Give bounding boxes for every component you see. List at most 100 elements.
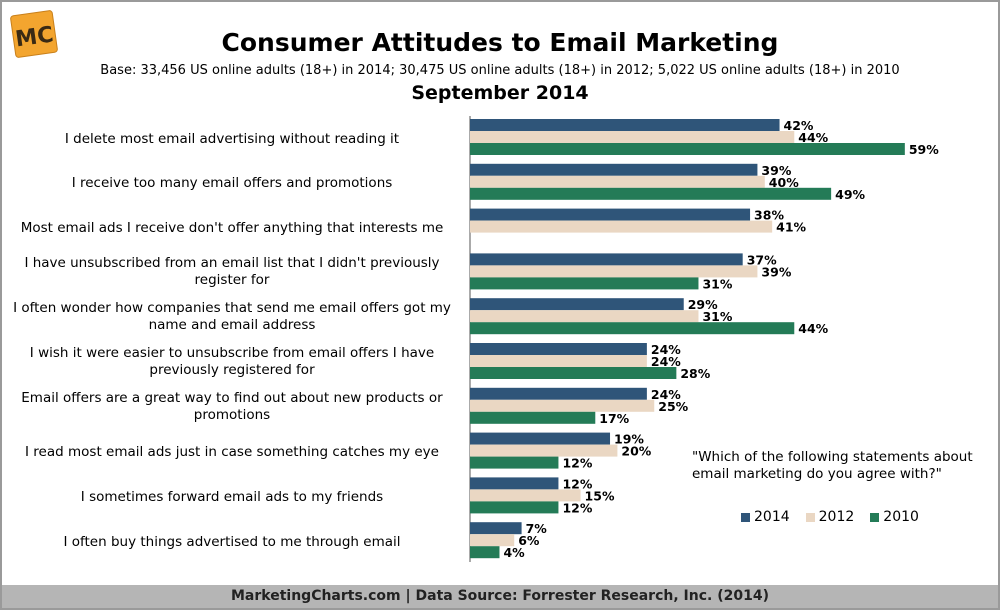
data-label-2010-8: 12%	[562, 456, 592, 471]
bar-chart: 42%44%59%39%40%49%38%41%37%39%31%29%31%4…	[469, 116, 939, 562]
category-label-5: I often wonder how companies that send m…	[2, 300, 462, 334]
chart-title: Consumer Attitudes to Email Marketing	[221, 28, 779, 57]
legend-label-2014: 2014	[754, 509, 790, 525]
category-label-2: I receive too many email offers and prom…	[2, 175, 462, 192]
category-label-7: Email offers are a great way to find out…	[2, 390, 462, 424]
legend-item-2010: 2010	[870, 509, 919, 525]
bar-2012-1	[470, 131, 795, 143]
source-footer: MarketingCharts.com | Data Source: Forre…	[2, 585, 998, 608]
chart-subtitle: Base: 33,456 US online adults (18+) in 2…	[100, 63, 900, 78]
category-label-8: I read most email ads just in case somet…	[2, 444, 462, 461]
category-label-3: Most email ads I receive don't offer any…	[2, 220, 462, 237]
category-label-line: I read most email ads just in case somet…	[25, 444, 439, 461]
data-label-2010-10: 4%	[503, 545, 525, 560]
category-label-line: register for	[194, 272, 270, 289]
bar-2012-3	[470, 220, 773, 233]
bar-2010-6	[470, 367, 677, 379]
category-label-line: I sometimes forward email ads to my frie…	[80, 488, 384, 505]
data-label-2010-7: 17%	[599, 411, 629, 426]
category-label-line: Email offers are a great way to find out…	[21, 389, 443, 406]
chart-period: September 2014	[411, 82, 589, 104]
bar-2014-8	[470, 432, 611, 445]
bar-2014-6	[470, 343, 647, 355]
category-label-line: promotions	[193, 406, 271, 423]
bar-2010-2	[470, 187, 832, 200]
bar-2010-10	[470, 546, 500, 559]
bar-2010-1	[470, 143, 905, 155]
marketingcharts-logo: MC	[10, 10, 58, 58]
category-label-line: I receive too many email offers and prom…	[71, 175, 393, 192]
bar-2012-8	[470, 444, 618, 457]
category-label-line: I delete most email advertising without …	[64, 130, 400, 147]
legend-label-2010: 2010	[883, 509, 919, 525]
data-label-2014-3: 38%	[754, 208, 784, 223]
bar-2014-1	[470, 119, 780, 131]
category-label-9: I sometimes forward email ads to my frie…	[2, 489, 462, 506]
bar-2014-9	[470, 477, 559, 490]
category-label-1: I delete most email advertising without …	[2, 131, 462, 148]
data-label-2014-10: 7%	[526, 521, 548, 536]
bar-2014-7	[470, 387, 647, 400]
category-label-6: I wish it were easier to unsubscribe fro…	[2, 345, 462, 379]
data-label-2010-5: 44%	[798, 321, 828, 336]
data-label-2010-4: 31%	[702, 276, 732, 291]
category-label-line: I often wonder how companies that send m…	[13, 300, 451, 317]
data-label-2012-4: 39%	[761, 264, 791, 279]
data-label-2012-3: 41%	[776, 220, 806, 235]
data-label-2010-2: 49%	[835, 187, 865, 202]
data-label-2012-7: 25%	[658, 399, 688, 414]
bar-2012-2	[470, 175, 765, 188]
bar-2010-8	[470, 456, 559, 469]
data-label-2012-5: 31%	[702, 309, 732, 324]
bar-2012-7	[470, 399, 655, 412]
data-label-2014-4: 37%	[747, 252, 777, 267]
category-label-line: I have unsubscribed from an email list t…	[24, 255, 440, 272]
bar-2014-5	[470, 298, 684, 311]
bar-2012-5	[470, 310, 699, 323]
data-label-2012-9: 15%	[585, 488, 615, 503]
logo-text: MC	[14, 22, 55, 52]
bar-2010-7	[470, 411, 596, 424]
legend-swatch-2010	[870, 512, 880, 522]
bar-2010-4	[470, 277, 699, 290]
data-label-2014-1: 42%	[784, 118, 814, 133]
bar-2014-10	[470, 522, 522, 535]
category-label-line: previously registered for	[149, 362, 315, 378]
data-label-2012-2: 40%	[769, 175, 799, 190]
legend-swatch-2012	[805, 512, 815, 522]
category-label-line: Most email ads I receive don't offer any…	[20, 220, 444, 237]
data-label-2014-8: 19%	[614, 432, 644, 447]
data-label-2014-7: 24%	[651, 387, 681, 402]
bar-2012-10	[470, 534, 515, 547]
bar-2010-5	[470, 322, 795, 335]
data-label-2014-5: 29%	[688, 297, 718, 312]
data-label-2010-9: 12%	[562, 500, 592, 515]
data-label-2010-6: 28%	[680, 366, 710, 381]
category-label-4: I have unsubscribed from an email list t…	[2, 255, 462, 289]
data-label-2012-1: 44%	[798, 130, 828, 145]
category-label-line: I often buy things advertised to me thro…	[63, 533, 401, 550]
data-label-2014-2: 39%	[761, 163, 791, 178]
bar-2010-9	[470, 501, 559, 514]
category-label-line: name and email address	[148, 317, 316, 334]
data-label-2010-1: 59%	[909, 142, 939, 157]
bar-2014-3	[470, 208, 751, 221]
data-label-2012-6: 24%	[651, 354, 681, 369]
survey-question: "Which of the following statements about…	[692, 449, 973, 482]
chart-legend: 2014 2012 2010	[741, 509, 919, 525]
data-label-2014-6: 24%	[651, 342, 681, 357]
data-label-2012-8: 20%	[621, 444, 651, 459]
bar-2012-4	[470, 265, 758, 278]
bar-2012-6	[470, 355, 647, 367]
category-label-10: I often buy things advertised to me thro…	[2, 534, 462, 551]
bar-2012-9	[470, 489, 581, 502]
bar-2014-2	[470, 163, 758, 176]
legend-item-2012: 2012	[805, 509, 855, 525]
legend-swatch-2014	[741, 512, 750, 522]
data-label-2012-10: 6%	[518, 533, 540, 548]
legend-item-2014: 2014	[741, 509, 790, 525]
bar-2014-4	[470, 253, 743, 266]
legend-label-2012: 2012	[818, 509, 855, 525]
category-label-line: I wish it were easier to unsubscribe fro…	[29, 345, 435, 361]
data-label-2014-9: 12%	[562, 476, 592, 491]
